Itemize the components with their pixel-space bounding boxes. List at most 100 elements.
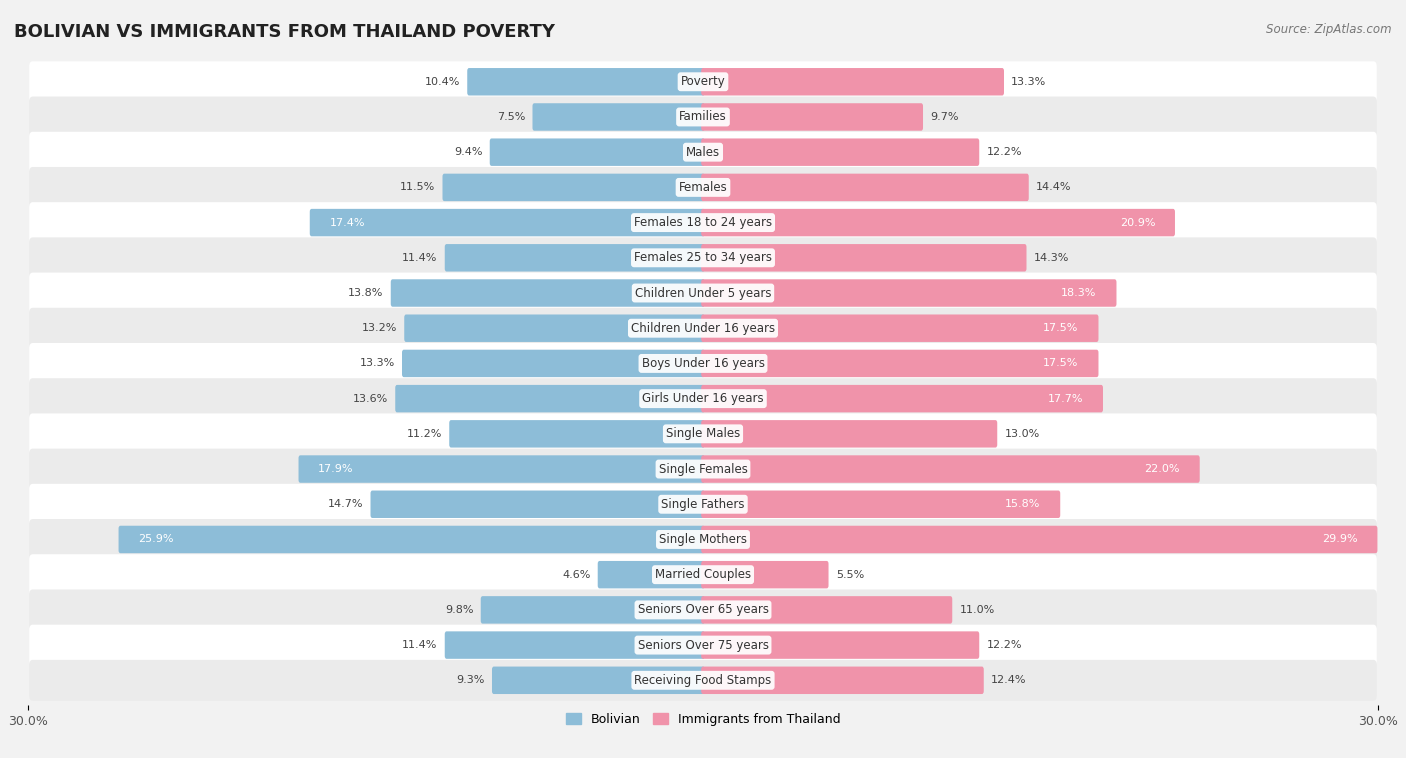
- Text: 22.0%: 22.0%: [1144, 464, 1180, 474]
- Text: 11.0%: 11.0%: [959, 605, 994, 615]
- Text: 9.3%: 9.3%: [457, 675, 485, 685]
- FancyBboxPatch shape: [702, 631, 979, 659]
- Text: Receiving Food Stamps: Receiving Food Stamps: [634, 674, 772, 687]
- Text: 13.3%: 13.3%: [1011, 77, 1046, 86]
- FancyBboxPatch shape: [492, 666, 704, 694]
- Text: 9.8%: 9.8%: [446, 605, 474, 615]
- FancyBboxPatch shape: [30, 61, 1376, 102]
- FancyBboxPatch shape: [702, 349, 1098, 377]
- Text: 11.2%: 11.2%: [406, 429, 441, 439]
- Text: 17.5%: 17.5%: [1043, 359, 1078, 368]
- Text: 9.4%: 9.4%: [454, 147, 482, 157]
- FancyBboxPatch shape: [298, 456, 704, 483]
- FancyBboxPatch shape: [402, 349, 704, 377]
- Text: Children Under 5 years: Children Under 5 years: [634, 287, 772, 299]
- Text: 13.8%: 13.8%: [349, 288, 384, 298]
- FancyBboxPatch shape: [30, 308, 1376, 349]
- FancyBboxPatch shape: [118, 526, 704, 553]
- FancyBboxPatch shape: [444, 244, 704, 271]
- Text: 13.2%: 13.2%: [361, 323, 396, 334]
- Text: Seniors Over 65 years: Seniors Over 65 years: [637, 603, 769, 616]
- FancyBboxPatch shape: [371, 490, 704, 518]
- FancyBboxPatch shape: [30, 132, 1376, 173]
- Text: 5.5%: 5.5%: [835, 570, 863, 580]
- FancyBboxPatch shape: [702, 456, 1199, 483]
- FancyBboxPatch shape: [450, 420, 704, 447]
- Text: 17.4%: 17.4%: [329, 218, 366, 227]
- FancyBboxPatch shape: [702, 666, 984, 694]
- Text: 15.8%: 15.8%: [1005, 500, 1040, 509]
- FancyBboxPatch shape: [30, 167, 1376, 208]
- FancyBboxPatch shape: [489, 139, 704, 166]
- FancyBboxPatch shape: [30, 625, 1376, 666]
- FancyBboxPatch shape: [702, 561, 828, 588]
- Text: 11.4%: 11.4%: [402, 253, 437, 263]
- Text: 12.2%: 12.2%: [987, 640, 1022, 650]
- Text: 11.4%: 11.4%: [402, 640, 437, 650]
- Text: 13.0%: 13.0%: [1004, 429, 1039, 439]
- FancyBboxPatch shape: [533, 103, 704, 130]
- FancyBboxPatch shape: [444, 631, 704, 659]
- Text: 14.7%: 14.7%: [328, 500, 363, 509]
- Text: Married Couples: Married Couples: [655, 568, 751, 581]
- FancyBboxPatch shape: [30, 660, 1376, 700]
- Text: 9.7%: 9.7%: [931, 112, 959, 122]
- FancyBboxPatch shape: [467, 68, 704, 96]
- Text: Females: Females: [679, 181, 727, 194]
- FancyBboxPatch shape: [702, 174, 1029, 201]
- FancyBboxPatch shape: [391, 279, 704, 307]
- Text: Source: ZipAtlas.com: Source: ZipAtlas.com: [1267, 23, 1392, 36]
- Text: 14.3%: 14.3%: [1033, 253, 1069, 263]
- Text: Girls Under 16 years: Girls Under 16 years: [643, 392, 763, 405]
- Text: 17.7%: 17.7%: [1047, 393, 1083, 403]
- FancyBboxPatch shape: [30, 449, 1376, 490]
- FancyBboxPatch shape: [702, 315, 1098, 342]
- Text: 17.5%: 17.5%: [1043, 323, 1078, 334]
- FancyBboxPatch shape: [443, 174, 704, 201]
- FancyBboxPatch shape: [702, 279, 1116, 307]
- FancyBboxPatch shape: [702, 596, 952, 624]
- FancyBboxPatch shape: [702, 526, 1378, 553]
- Text: 14.4%: 14.4%: [1036, 183, 1071, 193]
- FancyBboxPatch shape: [598, 561, 704, 588]
- Text: Single Mothers: Single Mothers: [659, 533, 747, 546]
- FancyBboxPatch shape: [702, 103, 922, 130]
- Text: 29.9%: 29.9%: [1322, 534, 1358, 544]
- Text: Males: Males: [686, 146, 720, 158]
- FancyBboxPatch shape: [309, 209, 704, 236]
- Text: 20.9%: 20.9%: [1119, 218, 1156, 227]
- Text: Boys Under 16 years: Boys Under 16 years: [641, 357, 765, 370]
- Text: Poverty: Poverty: [681, 75, 725, 88]
- FancyBboxPatch shape: [30, 202, 1376, 243]
- Text: 10.4%: 10.4%: [425, 77, 460, 86]
- FancyBboxPatch shape: [30, 273, 1376, 313]
- Text: Females 25 to 34 years: Females 25 to 34 years: [634, 252, 772, 265]
- Text: 18.3%: 18.3%: [1062, 288, 1097, 298]
- FancyBboxPatch shape: [702, 385, 1102, 412]
- FancyBboxPatch shape: [702, 490, 1060, 518]
- FancyBboxPatch shape: [702, 244, 1026, 271]
- FancyBboxPatch shape: [30, 554, 1376, 595]
- FancyBboxPatch shape: [702, 209, 1175, 236]
- Text: 13.6%: 13.6%: [353, 393, 388, 403]
- FancyBboxPatch shape: [30, 519, 1376, 560]
- FancyBboxPatch shape: [702, 68, 1004, 96]
- FancyBboxPatch shape: [702, 139, 979, 166]
- Text: 11.5%: 11.5%: [401, 183, 436, 193]
- FancyBboxPatch shape: [30, 343, 1376, 384]
- FancyBboxPatch shape: [405, 315, 704, 342]
- Text: Families: Families: [679, 111, 727, 124]
- Text: 25.9%: 25.9%: [138, 534, 174, 544]
- FancyBboxPatch shape: [30, 96, 1376, 137]
- Text: Females 18 to 24 years: Females 18 to 24 years: [634, 216, 772, 229]
- Text: 13.3%: 13.3%: [360, 359, 395, 368]
- FancyBboxPatch shape: [30, 590, 1376, 631]
- FancyBboxPatch shape: [702, 420, 997, 447]
- FancyBboxPatch shape: [30, 237, 1376, 278]
- Text: 12.4%: 12.4%: [991, 675, 1026, 685]
- Text: Single Females: Single Females: [658, 462, 748, 475]
- Text: Children Under 16 years: Children Under 16 years: [631, 321, 775, 335]
- Text: 4.6%: 4.6%: [562, 570, 591, 580]
- Text: Seniors Over 75 years: Seniors Over 75 years: [637, 638, 769, 652]
- Text: 7.5%: 7.5%: [496, 112, 526, 122]
